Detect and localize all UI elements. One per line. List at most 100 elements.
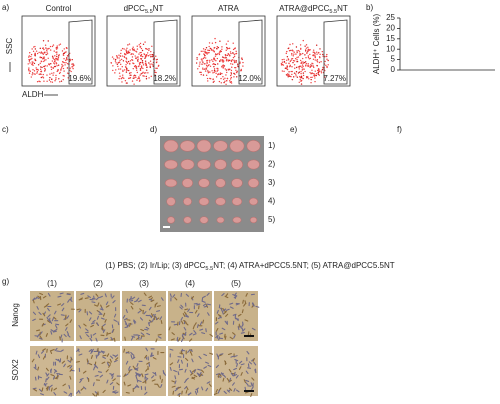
panel-label: e) [290, 125, 297, 134]
flow-dot [40, 52, 42, 54]
cell [91, 301, 96, 303]
tumor [231, 197, 243, 206]
flow-dot [231, 59, 234, 61]
cell [54, 310, 57, 315]
flow-dot [317, 68, 320, 70]
cell [241, 323, 244, 328]
flow-dot [120, 58, 123, 61]
flow-dot [222, 67, 224, 69]
cell [206, 303, 211, 306]
cell [102, 354, 107, 357]
flow-dot [143, 72, 146, 74]
flow-dot [211, 59, 213, 61]
flow-dot [310, 73, 312, 75]
cell [220, 307, 223, 312]
flow-dot [139, 46, 141, 48]
flow-dot [65, 59, 67, 62]
cell [67, 364, 71, 368]
flow-dot [46, 80, 48, 82]
flow-dot [59, 43, 62, 45]
flow-dot [199, 61, 201, 63]
cell [192, 333, 197, 336]
flow-dot [222, 61, 224, 63]
ihc-column: (4) [185, 279, 195, 288]
flow-dot [139, 68, 142, 70]
cell [104, 318, 107, 323]
cell [99, 374, 104, 378]
cell [32, 311, 36, 315]
flow-dot [42, 40, 45, 42]
cell [67, 299, 70, 303]
flow-dot [33, 46, 35, 48]
flow-dot [219, 50, 222, 53]
flow-dot [142, 67, 144, 70]
cell [42, 348, 46, 351]
cell [177, 386, 182, 389]
flow-dot [299, 59, 302, 62]
flow-dot [225, 74, 227, 76]
flow-dot [313, 66, 315, 69]
flow-dot [57, 64, 60, 66]
flow-dot [222, 64, 225, 66]
flow-dot [32, 69, 34, 71]
flow-dot [208, 45, 210, 48]
flow-dot [149, 63, 151, 65]
cell [102, 329, 106, 333]
flow-dot [307, 49, 309, 51]
flow-dot [202, 57, 205, 60]
flow-ylabel: SSC [5, 38, 14, 55]
cell [129, 300, 134, 302]
flow-dot [293, 53, 295, 55]
flow-dot [204, 51, 206, 53]
flow-dot [225, 69, 228, 71]
flow-dot [312, 65, 315, 67]
cell [153, 315, 156, 320]
cell [100, 317, 105, 320]
flow-dot [285, 52, 287, 55]
flow-dot [112, 65, 114, 67]
cell [220, 372, 224, 376]
flow-title: dPCC5.5NT [124, 4, 164, 15]
flow-dot [72, 66, 74, 68]
y-tick-label: 20 [386, 24, 395, 33]
flow-dot [119, 68, 122, 70]
flow-dot [141, 59, 144, 62]
cell [53, 369, 58, 373]
cell [35, 350, 38, 355]
flow-dot [133, 75, 135, 77]
cell [133, 319, 137, 323]
flow-dot [210, 49, 213, 51]
flow-dot [299, 79, 301, 81]
cell [140, 335, 143, 340]
flow-dot [118, 57, 120, 59]
flow-dot [298, 71, 301, 73]
cell [106, 353, 110, 357]
flow-dot [230, 71, 232, 74]
flow-dot [305, 47, 308, 49]
cell [53, 316, 57, 320]
flow-dot [229, 55, 231, 57]
flow-dot [29, 70, 32, 72]
ihc-texture [123, 347, 166, 395]
flow-dot [221, 48, 223, 50]
tumor-row-label: 2) [268, 160, 275, 169]
flow-dot [32, 50, 35, 53]
cell [70, 357, 73, 362]
cell [105, 369, 109, 373]
flow-dot [28, 56, 30, 58]
cell [85, 328, 89, 332]
tumor-photo [160, 136, 264, 232]
cell [53, 387, 58, 391]
cell [42, 312, 46, 317]
flow-dot [296, 60, 299, 63]
tumor [215, 197, 226, 206]
cell [92, 332, 97, 336]
cell [83, 323, 87, 327]
ihc-texture [75, 347, 121, 397]
cell [213, 392, 218, 395]
flow-dot [122, 70, 124, 73]
flow-dot [52, 56, 54, 59]
cell [90, 322, 95, 325]
flow-dot [29, 62, 31, 64]
flow-dot [41, 52, 43, 54]
